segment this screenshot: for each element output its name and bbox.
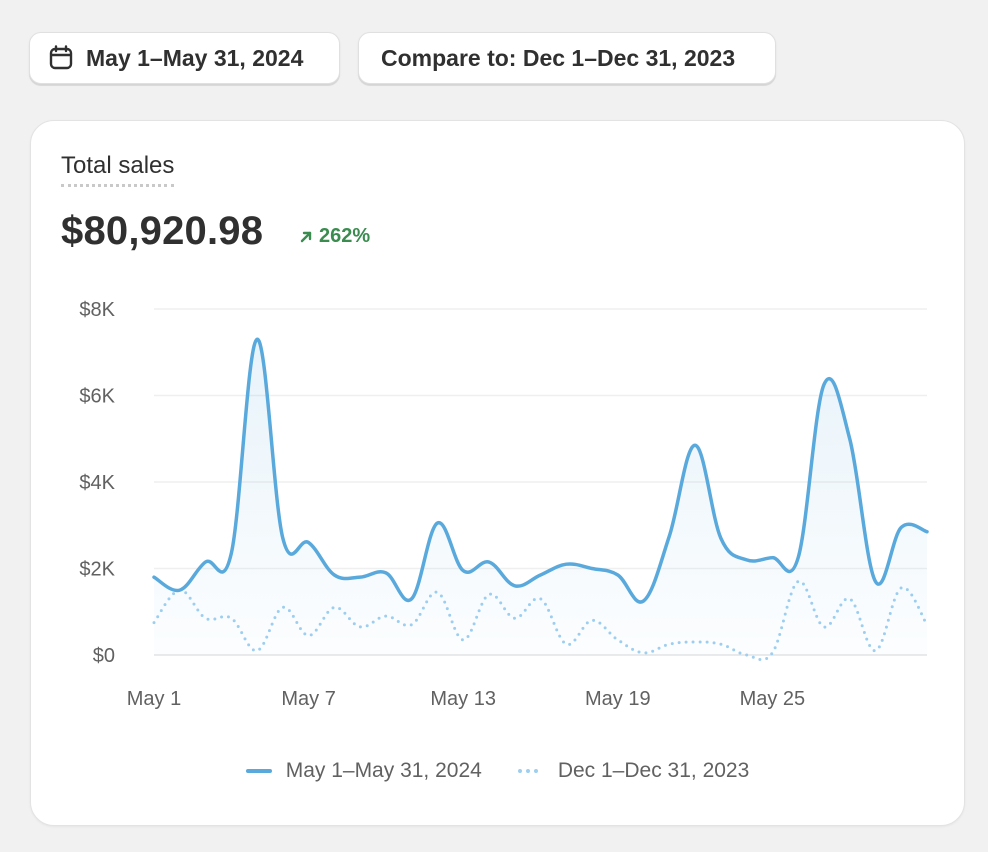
x-tick-label: May 7 (281, 688, 335, 710)
series-area-current (154, 339, 927, 655)
sales-line-chart: $0 $2K $4K $6K $8K May 1 May 7 May 13 May 19 May … (79, 299, 929, 710)
card-title[interactable]: Total sales (61, 151, 175, 187)
x-tick-label: May 1 (127, 688, 181, 710)
y-tick-label: $0 (93, 645, 115, 667)
dotted-line-swatch (517, 769, 544, 773)
y-tick-label: $6K (79, 386, 115, 408)
total-sales-card: Total sales $80,920.98 262% $0 $2K $4K $6K $… (30, 120, 965, 826)
chart-legend: May 1–May 31, 2024 Dec 1–Dec 31, 2023 (31, 759, 964, 783)
sales-change-badge: 262% (299, 225, 370, 248)
legend-item-comparison[interactable]: Dec 1–Dec 31, 2023 (517, 759, 750, 783)
legend-label-current: May 1–May 31, 2024 (285, 759, 482, 782)
series-line-current (152, 337, 929, 604)
y-tick-label: $4K (79, 472, 115, 494)
date-range-label: May 1–May 31, 2024 (86, 44, 304, 71)
x-tick-label: May 25 (740, 688, 806, 710)
compare-to-label: Compare to: Dec 1–Dec 31, 2023 (381, 44, 736, 71)
y-tick-label: $8K (79, 299, 115, 321)
sales-change-value: 262% (319, 225, 371, 247)
compare-to-button[interactable]: Compare to: Dec 1–Dec 31, 2023 (358, 32, 776, 84)
total-sales-value: $80,920.98 (61, 209, 264, 253)
date-range-button[interactable]: May 1–May 31, 2024 (29, 32, 340, 84)
x-tick-label: May 19 (585, 688, 651, 710)
y-tick-label: $2K (79, 559, 115, 581)
arrow-up-right-icon (300, 231, 312, 242)
solid-line-swatch (245, 769, 272, 773)
calendar-icon (48, 45, 74, 71)
x-tick-label: May 13 (430, 688, 496, 710)
legend-label-comparison: Dec 1–Dec 31, 2023 (557, 759, 750, 782)
legend-item-current[interactable]: May 1–May 31, 2024 (245, 759, 482, 783)
